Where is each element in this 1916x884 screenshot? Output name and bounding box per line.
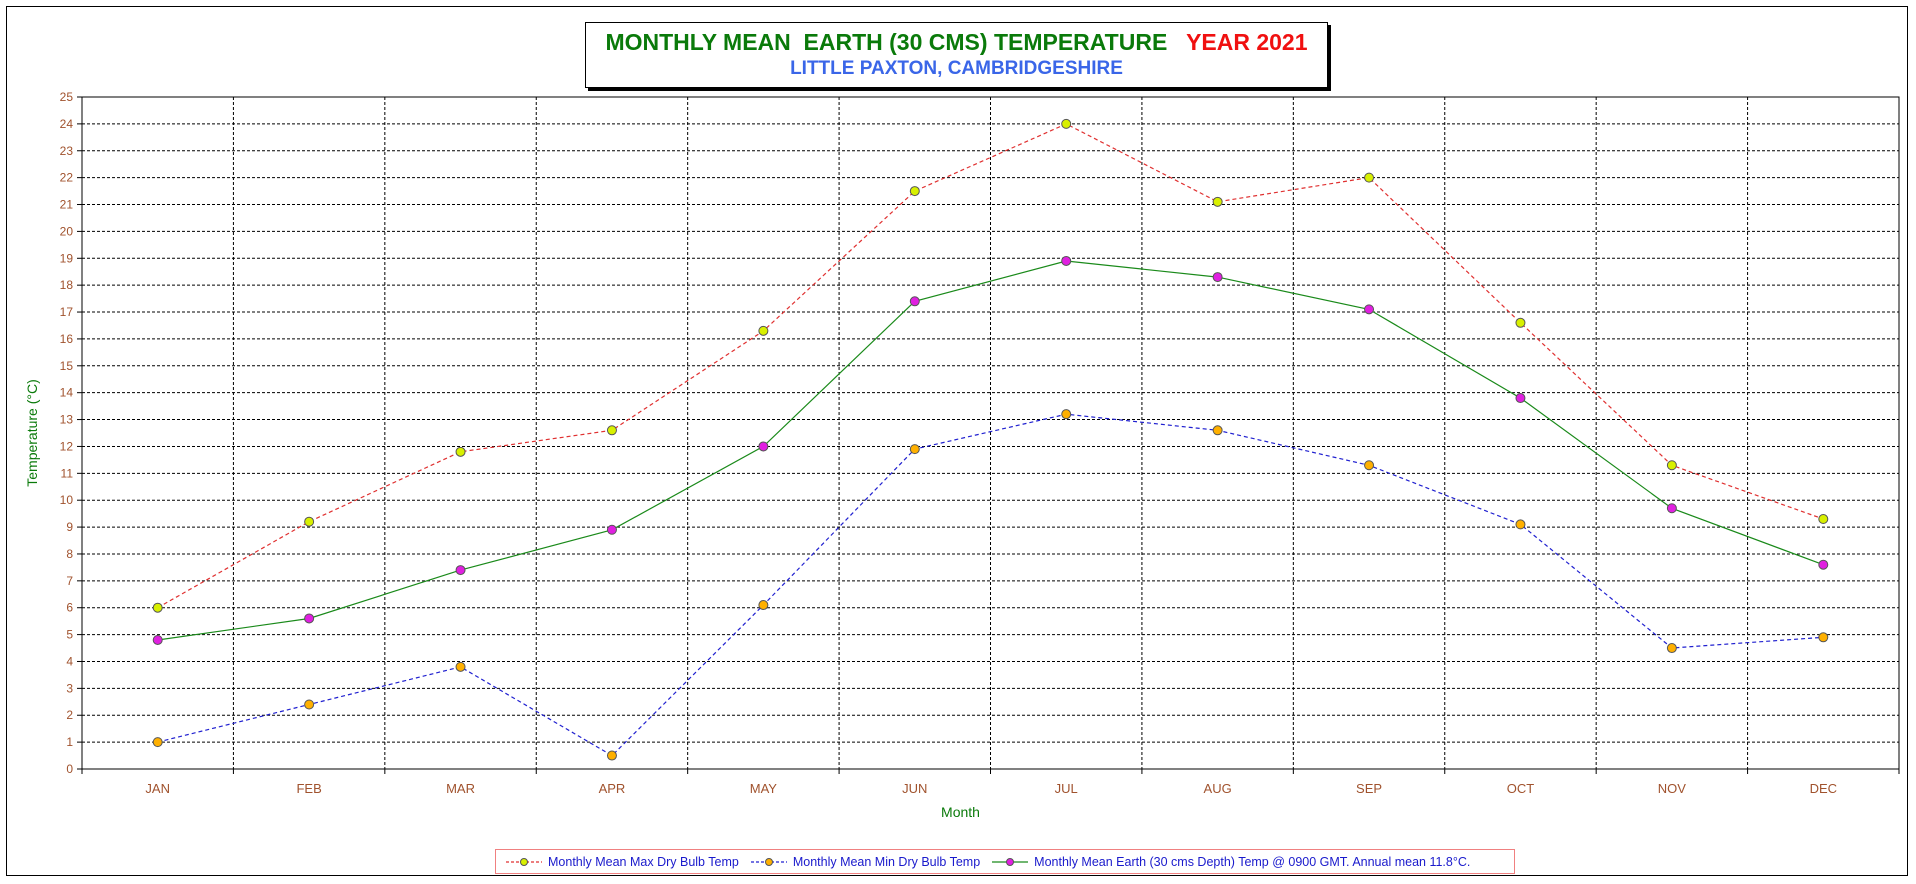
chart-title: MONTHLY MEAN EARTH (30 CMS) TEMPERATURE … bbox=[586, 29, 1327, 56]
y-tick-label: 17 bbox=[60, 305, 74, 319]
series-1-point bbox=[304, 516, 315, 527]
series-1-point bbox=[1364, 172, 1375, 183]
series-3-point bbox=[1212, 272, 1223, 283]
series-3-point bbox=[1515, 393, 1526, 404]
y-tick-label: 13 bbox=[60, 413, 74, 427]
y-tick-label: 21 bbox=[60, 198, 74, 212]
y-tick-label: 15 bbox=[60, 359, 74, 373]
y-tick-label: 6 bbox=[66, 601, 73, 615]
series-1-point bbox=[758, 325, 769, 336]
series-2-point bbox=[758, 600, 769, 611]
series-3-point bbox=[1364, 304, 1375, 315]
chart-title-main: MONTHLY MEAN EARTH (30 CMS) TEMPERATURE bbox=[605, 29, 1168, 55]
series-2-point bbox=[152, 737, 163, 748]
series-1-point bbox=[1212, 196, 1223, 207]
y-tick-label: 4 bbox=[66, 654, 73, 668]
y-tick-label: 12 bbox=[60, 439, 74, 453]
legend-swatch-marker bbox=[1006, 857, 1015, 866]
x-tick-label: AUG bbox=[1204, 781, 1232, 796]
series-1-point bbox=[1666, 460, 1677, 471]
series-1-point bbox=[909, 186, 920, 197]
series-3-point bbox=[909, 296, 920, 307]
x-tick-label: APR bbox=[599, 781, 626, 796]
y-tick-label: 20 bbox=[60, 224, 74, 238]
series-3-point bbox=[1818, 559, 1829, 570]
legend-swatch-1 bbox=[506, 857, 542, 866]
series-1-point bbox=[606, 425, 617, 436]
y-tick-label: 14 bbox=[60, 386, 74, 400]
plot-border bbox=[81, 96, 1900, 770]
series-3-point bbox=[455, 565, 466, 576]
legend-swatch-marker bbox=[764, 857, 773, 866]
series-3-point bbox=[606, 524, 617, 535]
series-1-point bbox=[152, 602, 163, 613]
y-tick-label: 10 bbox=[60, 493, 74, 507]
series-2-point bbox=[1666, 643, 1677, 654]
legend-label: Monthly Mean Min Dry Bulb Temp bbox=[792, 854, 981, 869]
y-tick-label: 19 bbox=[60, 251, 74, 265]
chart-title-box: MONTHLY MEAN EARTH (30 CMS) TEMPERATURE … bbox=[585, 22, 1328, 88]
series-2-point bbox=[909, 444, 920, 455]
x-tick-label: DEC bbox=[1810, 781, 1837, 796]
y-tick-label: 5 bbox=[66, 628, 73, 642]
y-tick-label: 25 bbox=[60, 90, 74, 104]
y-tick-label: 3 bbox=[66, 681, 73, 695]
y-tick-label: 7 bbox=[66, 574, 73, 588]
series-3-point bbox=[304, 613, 315, 624]
y-tick-label: 24 bbox=[60, 117, 74, 131]
y-tick-label: 22 bbox=[60, 171, 74, 185]
legend-item-2: Monthly Mean Min Dry Bulb Temp bbox=[749, 855, 980, 869]
x-tick-label: NOV bbox=[1658, 781, 1687, 796]
series-3-point bbox=[152, 634, 163, 645]
series-2-point bbox=[304, 699, 315, 710]
y-tick-label: 23 bbox=[60, 144, 74, 158]
series-3-point bbox=[1666, 503, 1677, 514]
series-2-point bbox=[1364, 460, 1375, 471]
x-tick-label: JAN bbox=[145, 781, 170, 796]
y-tick-label: 18 bbox=[60, 278, 74, 292]
y-axis-label: Temperature (°C) bbox=[24, 379, 40, 487]
y-tick-label: 8 bbox=[66, 547, 73, 561]
x-tick-label: OCT bbox=[1507, 781, 1535, 796]
y-tick-label: 9 bbox=[66, 520, 73, 534]
legend-item-3: Monthly Mean Earth (30 cms Depth) Temp @… bbox=[990, 855, 1470, 869]
series-2-point bbox=[1515, 519, 1526, 530]
legend-swatch-3 bbox=[992, 857, 1029, 866]
series-1-point bbox=[1061, 118, 1072, 129]
series-2-point bbox=[1818, 632, 1829, 643]
y-tick-label: 11 bbox=[61, 466, 74, 480]
y-tick-label: 1 bbox=[66, 735, 73, 749]
series-1-point bbox=[1515, 317, 1526, 328]
chart-subtitle: LITTLE PAXTON, CAMBRIDGESHIRE bbox=[790, 58, 1123, 79]
x-tick-label: FEB bbox=[296, 781, 321, 796]
chart-title-year: YEAR 2021 bbox=[1186, 29, 1308, 55]
x-tick-label: MAY bbox=[750, 781, 778, 796]
series-line-3 bbox=[157, 260, 1824, 641]
series-2-point bbox=[1061, 409, 1072, 420]
series-line-2 bbox=[157, 413, 1824, 757]
x-tick-label: SEP bbox=[1356, 781, 1382, 796]
series-2-point bbox=[1212, 425, 1223, 436]
series-2-point bbox=[455, 661, 466, 672]
series-2-point bbox=[606, 750, 617, 761]
legend-swatch-marker bbox=[520, 857, 528, 866]
y-tick-label: 2 bbox=[66, 708, 73, 722]
y-tick-label: 0 bbox=[66, 762, 73, 776]
legend-swatch-2 bbox=[750, 857, 787, 866]
x-tick-label: MAR bbox=[446, 781, 475, 796]
legend-label: Monthly Mean Earth (30 cms Depth) Temp @… bbox=[1034, 854, 1471, 869]
series-3-point bbox=[758, 441, 769, 452]
series-1-point bbox=[1818, 514, 1829, 525]
series-1-point bbox=[455, 446, 466, 457]
y-tick-label: 16 bbox=[60, 332, 74, 346]
legend-item-1: Monthly Mean Max Dry Bulb Temp bbox=[504, 855, 739, 869]
x-tick-label: JUL bbox=[1055, 781, 1078, 796]
chart-legend: Monthly Mean Max Dry Bulb Temp Monthly Me… bbox=[495, 849, 1515, 874]
series-3-point bbox=[1061, 255, 1072, 266]
x-tick-label: JUN bbox=[902, 781, 927, 796]
legend-label: Monthly Mean Max Dry Bulb Temp bbox=[548, 854, 739, 869]
x-axis-label: Month bbox=[941, 804, 980, 820]
